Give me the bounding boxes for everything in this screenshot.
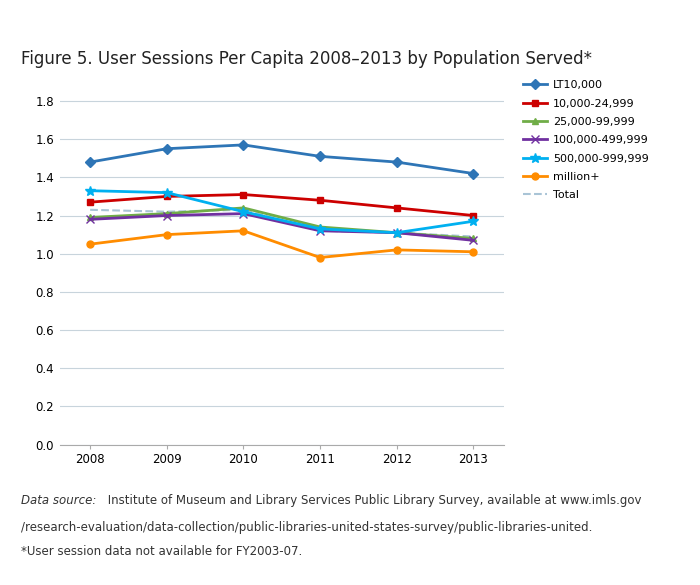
Legend: LT10,000, 10,000-24,999, 25,000-99,999, 100,000-499,999, 500,000-999,999, millio: LT10,000, 10,000-24,999, 25,000-99,999, … (523, 80, 649, 200)
Text: *User session data not available for FY2003-07.: *User session data not available for FY2… (21, 545, 302, 558)
Text: Data source:: Data source: (21, 494, 97, 507)
Text: Institute of Museum and Library Services Public Library Survey, available at www: Institute of Museum and Library Services… (104, 494, 641, 507)
Text: Data source: Institute of Museum and Library Services Public Library Survey, ava: Data source: Institute of Museum and Lib… (21, 494, 634, 507)
Text: /research-evaluation/data-collection/public-libraries-united-states-survey/publi: /research-evaluation/data-collection/pub… (21, 521, 592, 534)
Text: Figure 5. User Sessions Per Capita 2008–2013 by Population Served*: Figure 5. User Sessions Per Capita 2008–… (21, 50, 592, 68)
